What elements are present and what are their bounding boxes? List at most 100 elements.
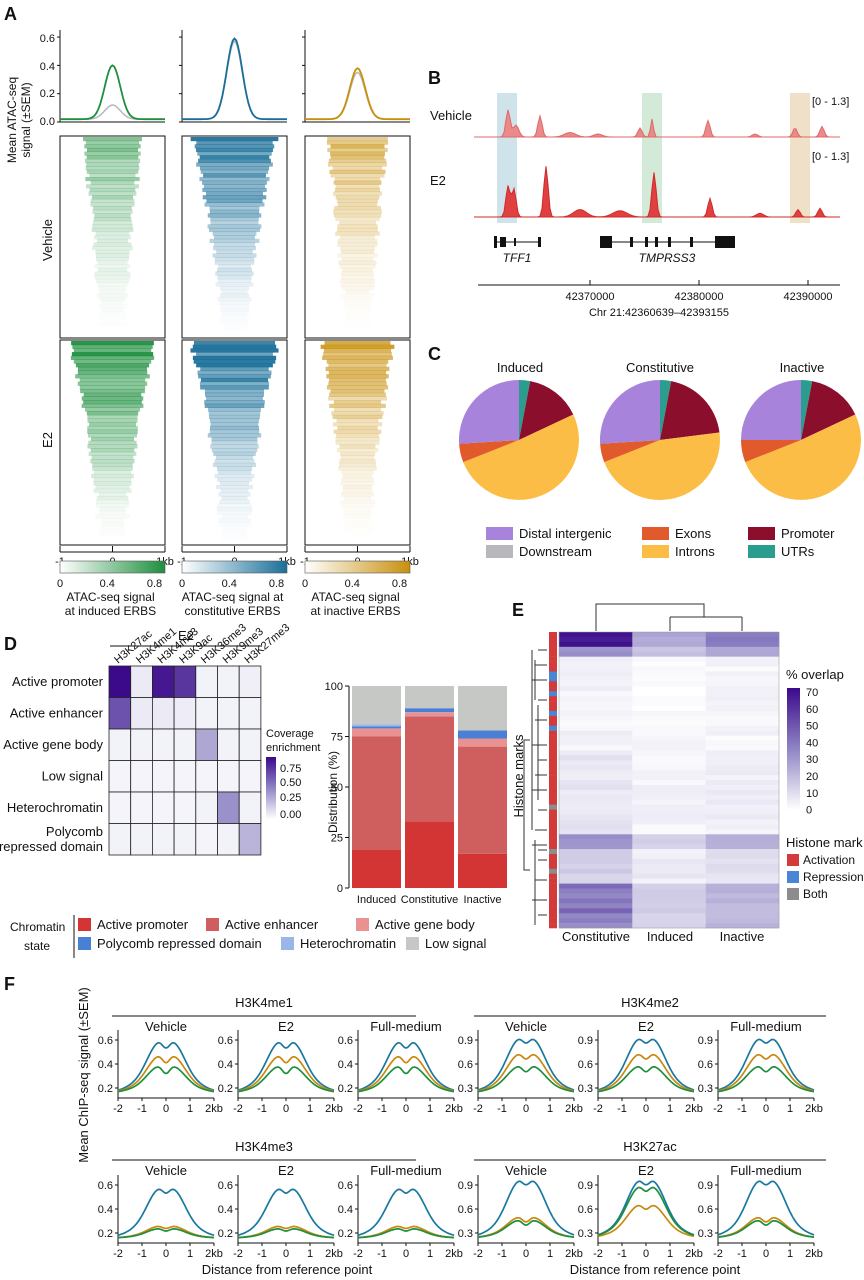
d-colorbar-title-1: Coverage: [266, 728, 314, 740]
f-line-0-0-induced: [117, 1066, 215, 1093]
d-legend-swatch-0: [78, 918, 91, 931]
d-cell-4-3: [173, 791, 197, 824]
f-xtick-1-1-2: 0: [643, 1103, 649, 1115]
d-cell-1-1: [130, 697, 153, 730]
f-ytick-2-0-1: 0.4: [98, 1204, 113, 1216]
f-line-1-1-induced: [597, 1066, 695, 1093]
f-line-3-0-induced: [477, 1219, 575, 1238]
d-colorbar-tick-1: 0.50: [280, 777, 301, 789]
f-xtick-3-2-1: -1: [737, 1248, 747, 1260]
e-col-label-1: Induced: [647, 929, 693, 944]
c-legend-swatch-3: [642, 545, 669, 558]
f-ytick-1-1-2: 0.3: [578, 1083, 593, 1095]
f-cond-0-0: Vehicle: [145, 1019, 187, 1034]
f-xtick-3-0-3: 1: [547, 1248, 553, 1260]
a-cbtick-2-2: 0.8: [392, 578, 407, 590]
f-cond-2-0: Vehicle: [145, 1163, 187, 1178]
d-cell-2-3: [173, 728, 197, 761]
e-cbtick-3: 40: [806, 737, 818, 749]
d-legend-swatch-4: [281, 937, 294, 950]
f-ytick-2-2-1: 0.4: [338, 1204, 353, 1216]
a-colorbar-1: [181, 560, 288, 574]
e-cbtick-6: 10: [806, 788, 818, 800]
f-xtick-0-0-3: 1: [187, 1103, 193, 1115]
f-ytick-2-1-2: 0.2: [218, 1228, 233, 1240]
f-xtick-0-1-3: 1: [307, 1103, 313, 1115]
c-slice-0-utrs: [519, 380, 531, 440]
f-ytick-3-0-2: 0.3: [458, 1228, 473, 1240]
d-cell-5-5: [217, 823, 240, 856]
d-cell-5-0: [108, 823, 132, 856]
a-col-label-1-1: constitutive ERBS: [184, 604, 280, 618]
e-legend-title: Histone mark: [786, 835, 863, 850]
f-xtick-1-1-0: -2: [593, 1103, 603, 1115]
f-xtick-2-1-1: -1: [257, 1248, 267, 1260]
f-line-1-0-induced: [477, 1066, 575, 1093]
d-bar-0-active-promoter: [352, 849, 401, 888]
f-xtick-2-1-4: 2kb: [325, 1248, 343, 1260]
b-e2-track: [474, 166, 840, 218]
d-bar-cat-2: Inactive: [464, 894, 502, 906]
d-cell-3-3: [173, 760, 197, 793]
d-cell-0-0: [108, 665, 132, 698]
panel-c: C Induced Constitutive Inactive Distal i…: [428, 344, 861, 559]
a-cbtick-0-0: 0: [57, 578, 63, 590]
e-legend-label-0: Activation: [803, 853, 855, 867]
b-track-e2: E2: [430, 173, 446, 188]
f-ytick-2-2-0: 0.6: [338, 1180, 353, 1192]
b-vehicle-track: [474, 109, 840, 138]
d-cell-4-2: [151, 791, 175, 824]
d-bar-2-polycomb-repressed-domain: [458, 730, 507, 739]
c-pie-title-2: Inactive: [780, 360, 825, 375]
f-line-2-0-induced: [118, 1228, 214, 1239]
f-line-2-0-constitutive: [117, 1188, 215, 1237]
f-line-0-2-constitutive: [357, 1041, 455, 1091]
e-legend-swatch-0: [787, 854, 799, 866]
b-gene-label-tff1: TFF1: [503, 251, 532, 265]
c-legend-swatch-4: [748, 527, 775, 540]
f-line-3-0-constitutive: [477, 1180, 575, 1236]
d-cell-3-5: [217, 760, 240, 793]
c-pies: [458, 379, 861, 500]
d-colorbar-ramp: [266, 757, 276, 819]
e-col-dendrogram: [595, 603, 743, 631]
a-row-e2: E2: [40, 432, 55, 448]
d-cell-4-4: [195, 791, 218, 824]
d-cell-1-3: [173, 697, 197, 730]
f-line-0-1-constitutive: [237, 1041, 335, 1091]
b-range-vehicle: [0 - 1.3]: [812, 96, 849, 108]
c-slice-1-introns: [604, 432, 720, 500]
f-xtick-0-1-1: -1: [257, 1103, 267, 1115]
d-bar-0-polycomb-repressed-domain: [352, 726, 401, 729]
f-xtick-0-2-2: 0: [403, 1103, 409, 1115]
f-ytick-1-2-0: 0.9: [698, 1035, 713, 1047]
c-legend-label-4: Promoter: [781, 526, 835, 541]
a-ytick-3: 0.0: [40, 116, 55, 128]
d-cell-2-6: [238, 728, 262, 761]
a-profile-e2-2: [305, 67, 410, 121]
b-highlight-tff1: [497, 93, 517, 223]
f-xtick-1-1-1: -1: [617, 1103, 627, 1115]
f-ytick-0-1-0: 0.6: [218, 1035, 233, 1047]
f-xtick-1-0-4: 2kb: [565, 1103, 583, 1115]
d-row-label-3-0: Low signal: [42, 768, 104, 783]
d-legend-title-2: state: [24, 939, 50, 953]
f-cond-3-0: Vehicle: [505, 1163, 547, 1178]
e-legend-label-2: Both: [803, 887, 828, 901]
d-heatmap: [108, 665, 262, 856]
f-ytick-3-0-0: 0.9: [458, 1180, 473, 1192]
e-cbtick-0: 70: [806, 687, 818, 699]
f-xtick-3-2-2: 0: [763, 1248, 769, 1260]
f-profile-plots: H3K4me1 Vehicle -2 -1 0 1 2kb 0.6 0.4 0.2 E2 -2 -1 0 1…: [98, 995, 826, 1260]
d-legend-label-2: Active gene body: [375, 917, 475, 932]
a-heatmap-frame-2-0: [304, 135, 411, 339]
f-cond-2-2: Full-medium: [370, 1163, 442, 1178]
a-cbtick-2-0: 0: [302, 578, 308, 590]
panel-label-f: F: [4, 974, 15, 994]
f-line-3-2-induced: [717, 1219, 815, 1238]
f-ytick-2-2-2: 0.2: [338, 1228, 353, 1240]
c-legend-label-3: Introns: [675, 544, 715, 559]
f-ytick-1-2-2: 0.3: [698, 1083, 713, 1095]
a-cbtick-1-2: 0.8: [269, 578, 284, 590]
